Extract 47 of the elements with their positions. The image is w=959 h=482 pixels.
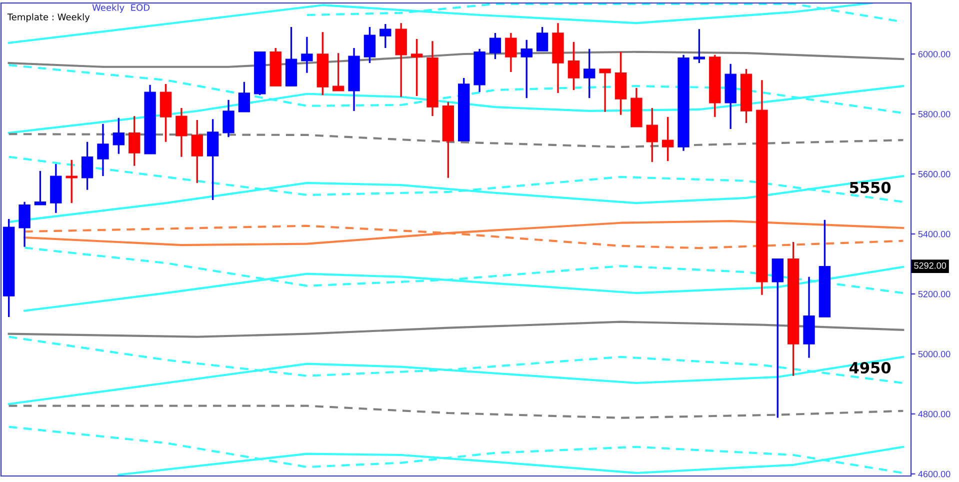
candlestick: [34, 170, 46, 206]
candlestick: [772, 258, 784, 419]
candlestick: [646, 107, 658, 163]
candlestick: [206, 118, 219, 201]
line-series: [8, 133, 904, 148]
candlestick: [489, 32, 502, 60]
candlestick: [301, 36, 313, 74]
candlestick: [410, 38, 423, 97]
candlestick: [66, 159, 78, 204]
candlestick: [238, 81, 250, 113]
candlestick: [505, 32, 517, 73]
candlestick: [364, 26, 376, 64]
y-tick-label: 4600.00: [918, 470, 950, 478]
y-tick-label: 5600.00: [918, 170, 950, 178]
candlestick: [380, 23, 392, 49]
line-series: [8, 50, 904, 68]
candlestick: [332, 52, 344, 92]
annotation: Template : Weekly: [7, 13, 90, 22]
line-series: [8, 320, 904, 338]
annotation: 5550: [850, 182, 891, 194]
y-tick-label: 5200.00: [918, 290, 950, 298]
candlestick: [191, 119, 203, 184]
line-series: [8, 426, 904, 474]
y-tick-label: 5800.00: [918, 110, 950, 118]
candlestick: [662, 116, 674, 162]
candlestick: [520, 39, 532, 99]
line-series: [8, 404, 904, 419]
y-tick-label: 5400.00: [918, 230, 950, 238]
candlestick: [176, 107, 188, 158]
candlestick: [112, 117, 125, 155]
candlestick: [97, 123, 109, 177]
candlestick: [693, 28, 706, 64]
y-tick-label: 4800.00: [918, 410, 950, 418]
y-tick-label: 5000.00: [918, 350, 950, 358]
y-tick-label: 6000.00: [918, 50, 950, 58]
candlestick: [18, 201, 30, 248]
line-series: [23, 220, 904, 246]
candlestick: [536, 26, 548, 52]
annotation: Weekly EOD: [92, 4, 150, 13]
annotation: 4950: [849, 362, 891, 374]
candlestick: [599, 68, 611, 113]
candlestick: [584, 48, 596, 99]
candlestick: [568, 41, 580, 91]
candlestick: [81, 141, 94, 191]
annotation: 5292.00: [914, 262, 946, 269]
candlestick: [222, 99, 234, 138]
candlestick: [128, 115, 140, 167]
